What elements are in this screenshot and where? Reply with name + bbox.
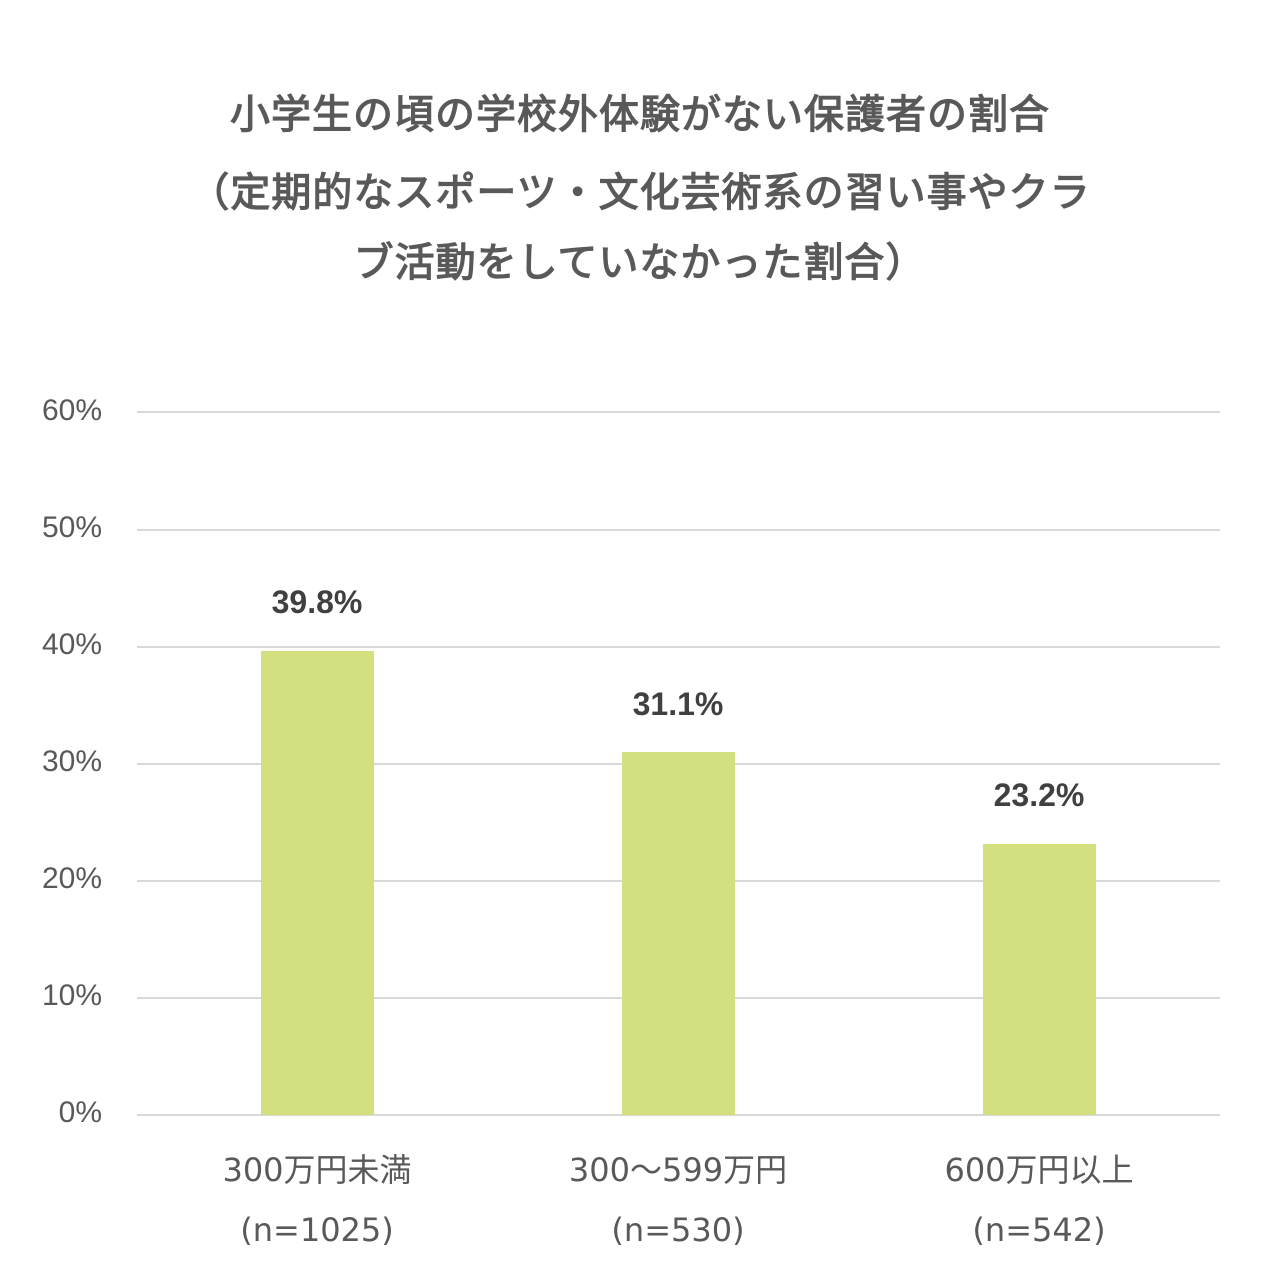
x-category-label: 300～599万円 [568,1151,788,1189]
y-tick-label: 20% [41,862,102,895]
bar-300-599 [622,752,735,1115]
title-line-1: 小学生の頃の学校外体験がない保護者の割合 [230,92,1050,138]
gridline-40 [137,646,1220,648]
x-axis-line [137,1114,1220,1116]
y-tick-label: 30% [41,745,102,778]
x-category-label: 300万円未満 [222,1151,412,1189]
data-label: 23.2% [993,777,1085,813]
y-tick-label: 10% [41,979,102,1012]
y-tick-label: 60% [41,394,102,427]
y-tick-label: 0% [58,1096,102,1129]
data-label: 31.1% [632,686,724,722]
bar-under-300 [261,651,374,1115]
x-category-n: (n=530) [611,1211,745,1249]
title-line-2: （定期的なスポーツ・文化芸術系の習い事やクラ [189,170,1091,216]
x-category-n: (n=542) [972,1211,1106,1249]
data-label: 39.8% [271,584,363,620]
y-tick-label: 50% [41,511,102,544]
x-category-label: 600万円以上 [944,1151,1134,1189]
title-line-3: ブ活動をしていなかった割合） [353,240,927,286]
x-category-n: (n=1025) [240,1211,394,1249]
gridline-50 [137,529,1220,531]
gridline-60 [137,411,1220,413]
bar-600-plus [983,844,1096,1115]
y-tick-label: 40% [41,628,102,661]
